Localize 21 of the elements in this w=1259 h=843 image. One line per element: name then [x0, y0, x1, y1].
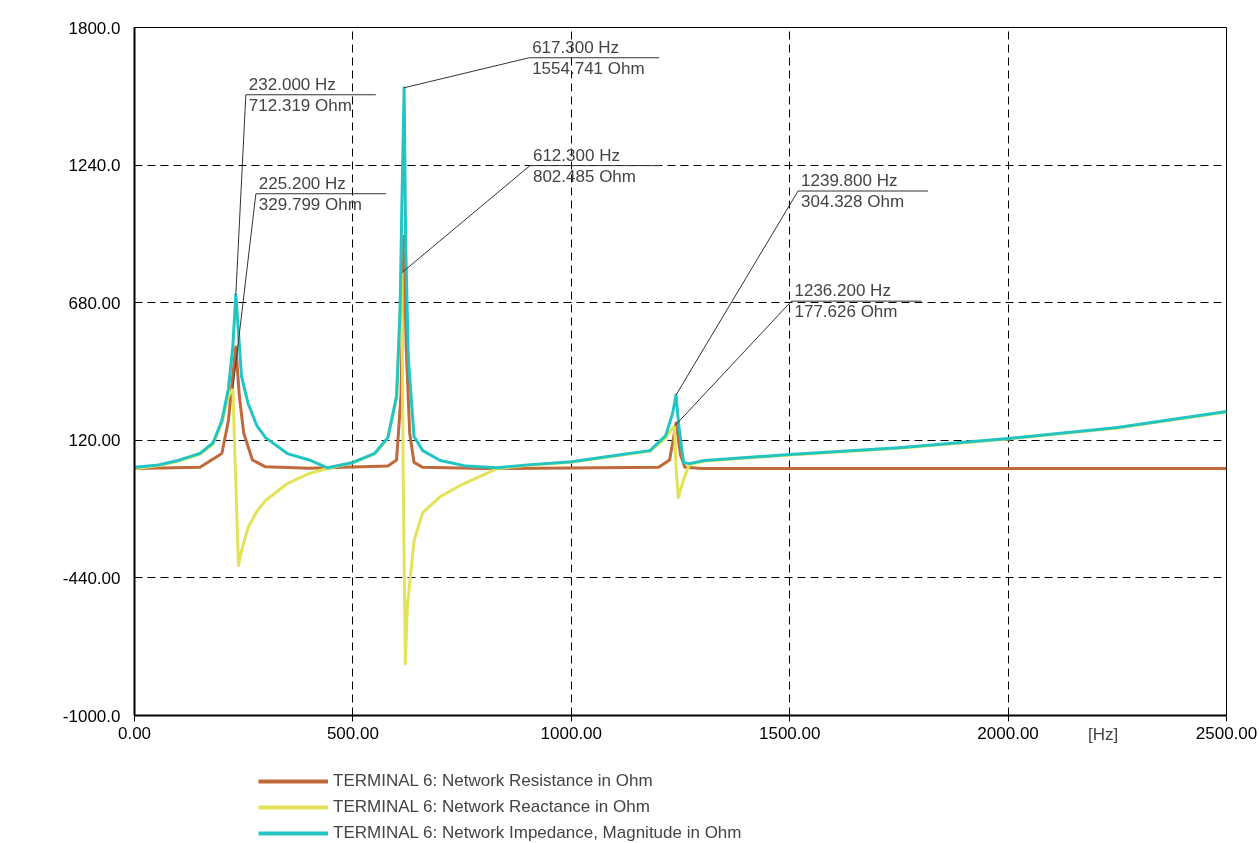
y-tick-label: -1000.0	[62, 706, 121, 726]
x-tick-label: 2000.00	[977, 723, 1039, 743]
annotation: 612.300 Hz 802.485 Ohm	[532, 145, 636, 186]
legend-label: TERMINAL 6: Network Resistance in Ohm	[333, 770, 653, 792]
x-tick-label: 500.00	[326, 723, 379, 743]
annotation: 1236.200 Hz 177.626 Ohm	[794, 281, 898, 322]
x-tick-label: 1500.00	[758, 723, 821, 743]
y-tick-label: 1240.0	[68, 156, 121, 176]
y-tick-label: 1800.0	[68, 18, 121, 38]
x-tick-label: 2500.00	[1195, 723, 1258, 743]
y-tick-label: 120.00	[68, 431, 121, 451]
annotation: 617.300 Hz 1554.741 Ohm	[532, 37, 645, 78]
legend-label: TERMINAL 6: Network Reactance in Ohm	[333, 796, 650, 818]
y-tick-label: -440.00	[62, 568, 121, 588]
x-tick-label: 1000.00	[540, 723, 603, 743]
legend-label: TERMINAL 6: Network Impedance, Magnitude in Ohm	[333, 822, 742, 843]
x-axis-title: [Hz]	[1088, 724, 1119, 744]
y-tick-label: 680.00	[68, 293, 121, 313]
annotation: 1239.800 Hz 304.328 Ohm	[801, 171, 905, 212]
x-tick-label: 0.00	[117, 723, 152, 743]
annotation: 232.000 Hz 712.319 Ohm	[248, 74, 352, 115]
